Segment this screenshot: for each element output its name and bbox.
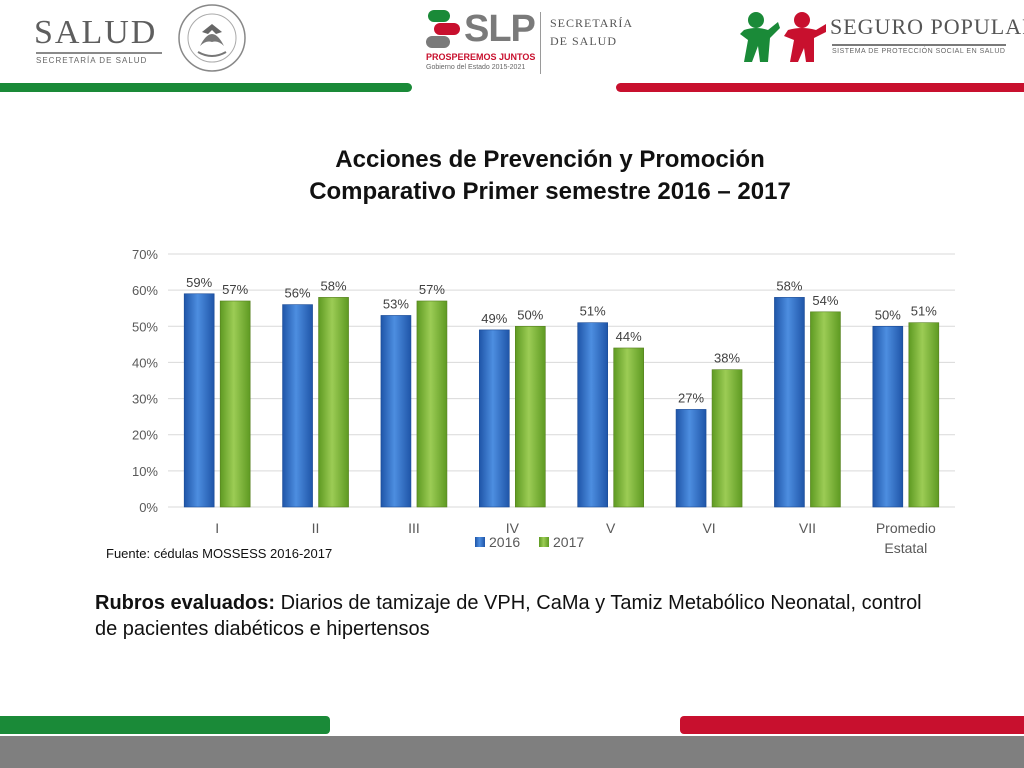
y-tick-label: 60% <box>132 283 158 298</box>
rubros-text: Diarios de tamizaje de VPH, CaMa y Tamiz… <box>95 592 922 640</box>
seguro-popular-rule <box>832 44 1006 46</box>
slp-secretaria-line1: SECRETARÍA <box>550 16 634 30</box>
y-tick-label: 50% <box>132 319 158 334</box>
y-tick-label: 0% <box>139 500 158 515</box>
bar-2016-7 <box>774 297 805 508</box>
data-label: 44% <box>616 329 642 344</box>
bar-2017-7 <box>810 311 841 508</box>
data-label: 27% <box>678 390 704 405</box>
x-tick-label: IV <box>506 520 520 536</box>
seguro-popular-logo: SEGURO POPULAR SISTEMA DE PROTECCIÓN SOC… <box>738 8 1024 70</box>
bar-2016-3 <box>380 315 412 508</box>
data-label: 54% <box>812 293 838 308</box>
source-note: Fuente: cédulas MOSSESS 2016-2017 <box>106 546 333 561</box>
mexico-seal-logo <box>172 2 252 74</box>
data-label: 53% <box>383 296 409 311</box>
rubros-evaluados: Rubros evaluados: Diarios de tamizaje de… <box>95 590 935 642</box>
y-tick-label: 10% <box>132 464 158 479</box>
bar-2016-1 <box>183 293 215 508</box>
x-tick-label: VI <box>702 520 715 536</box>
bar-2017-2 <box>318 297 349 508</box>
data-label: 57% <box>222 282 248 297</box>
eagle-seal-icon <box>178 4 246 72</box>
data-label: 51% <box>580 304 606 319</box>
seguro-popular-subtitle: SISTEMA DE PROTECCIÓN SOCIAL EN SALUD <box>832 48 1006 55</box>
bar-2017-5 <box>613 347 644 508</box>
y-tick-label: 40% <box>132 355 158 370</box>
bar-2016-5 <box>577 322 608 508</box>
bar-2016-6 <box>675 409 707 508</box>
data-label: 58% <box>321 278 347 293</box>
x-tick-label: I <box>215 520 219 536</box>
bar-2016-2 <box>282 304 313 508</box>
seguro-popular-word: SEGURO POPULAR <box>830 14 1024 39</box>
data-label: 51% <box>911 304 937 319</box>
slp-logo-divider <box>540 12 541 74</box>
data-label: 57% <box>419 282 445 297</box>
data-label: 50% <box>517 307 543 322</box>
bar-2017-1 <box>219 300 251 508</box>
legend: 2016 2017 <box>475 534 584 550</box>
seguro-popular-figures-icon <box>740 12 826 62</box>
slp-logo: SLP PROSPEREMOS JUNTOS Gobierno del Esta… <box>424 8 632 76</box>
rubros-label: Rubros evaluados: <box>95 592 276 614</box>
x-tick-label: V <box>606 520 616 536</box>
legend-label-2016: 2016 <box>489 534 520 550</box>
title-line-1: Acciones de Prevención y Promoción <box>335 146 765 173</box>
bars-layer <box>183 293 940 508</box>
x-tick-label: Promedio <box>876 520 936 536</box>
slp-logo-word: SLP <box>464 8 536 50</box>
data-label: 38% <box>714 351 740 366</box>
labels-layer: 0% 10% 20% 30% 40% 50% 60% 70% 59% 57% I 56% 58% II 53… <box>132 247 937 556</box>
salud-logo-rule <box>36 52 162 54</box>
y-tick-label: 30% <box>132 392 158 407</box>
x-tick-label: Estatal <box>884 540 927 556</box>
data-label: 49% <box>481 311 507 326</box>
bar-2017-3 <box>416 300 448 508</box>
data-label: 50% <box>875 307 901 322</box>
bar-2017-6 <box>711 369 743 508</box>
legend-label-2017: 2017 <box>553 534 584 550</box>
bottom-red-band <box>680 716 1024 734</box>
x-tick-label: VII <box>799 520 816 536</box>
bar-2016-8 <box>872 325 904 508</box>
legend-swatch-2017 <box>539 537 549 547</box>
legend-swatch-2016 <box>475 537 485 547</box>
salud-logo-subtitle: SECRETARÍA DE SALUD <box>36 56 148 65</box>
data-label: 56% <box>285 286 311 301</box>
y-tick-label: 20% <box>132 428 158 443</box>
title-line-2: Comparativo Primer semestre 2016 – 2017 <box>309 178 791 205</box>
bar-2017-8 <box>908 322 940 508</box>
bottom-green-band <box>0 716 330 734</box>
x-tick-label: III <box>408 520 420 536</box>
x-tick-label: II <box>312 520 320 536</box>
bar-chart: 0% 10% 20% 30% 40% 50% 60% 70% 59% 57% I 56% 58% II 53… <box>132 247 955 556</box>
data-label: 59% <box>186 275 212 290</box>
footer-gray-band <box>0 736 1024 768</box>
slp-logo-slogan: PROSPEREMOS JUNTOS <box>426 52 536 62</box>
data-label: 58% <box>776 278 802 293</box>
slp-emblem-icon <box>426 10 460 48</box>
salud-logo: SALUD SECRETARÍA DE SALUD <box>14 10 164 65</box>
slp-secretaria-line2: DE SALUD <box>550 34 617 48</box>
bar-2016-4 <box>479 329 510 508</box>
y-tick-label: 70% <box>132 247 158 262</box>
top-red-band <box>616 83 1024 92</box>
top-green-band <box>0 83 412 92</box>
header: SALUD SECRETARÍA DE SALUD SLP PROSPEREMO… <box>0 0 1024 92</box>
slp-logo-gov: Gobierno del Estado 2015-2021 <box>426 64 526 71</box>
slide-title: Acciones de Prevención y Promoción Compa… <box>180 144 920 208</box>
bar-2017-4 <box>515 325 546 508</box>
salud-logo-word: SALUD <box>34 14 158 51</box>
